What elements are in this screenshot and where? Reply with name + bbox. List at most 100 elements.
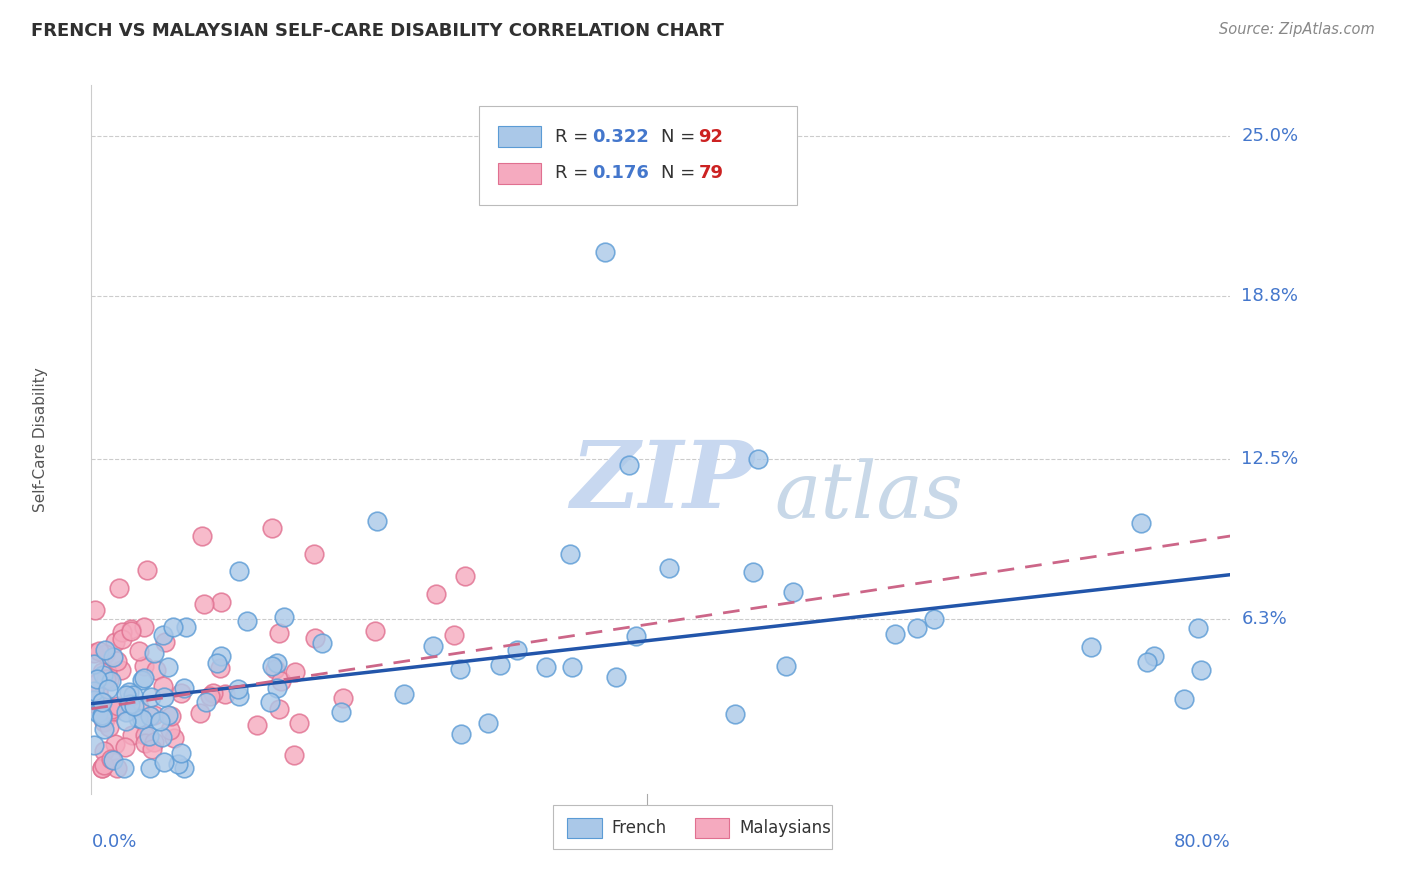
Point bbox=[193, 598, 215, 612]
Point bbox=[775, 659, 797, 673]
Point bbox=[120, 622, 142, 636]
Point bbox=[136, 562, 159, 576]
Point bbox=[83, 684, 105, 698]
Point bbox=[170, 686, 193, 700]
Point bbox=[101, 701, 124, 715]
Point bbox=[170, 747, 193, 761]
Point bbox=[134, 735, 156, 749]
Point bbox=[127, 711, 149, 725]
Point bbox=[283, 748, 305, 763]
Point bbox=[118, 684, 141, 698]
Point bbox=[392, 687, 415, 701]
Point bbox=[128, 644, 150, 658]
Text: N =: N = bbox=[661, 164, 700, 182]
Text: Malaysians: Malaysians bbox=[740, 819, 831, 837]
Point bbox=[134, 728, 156, 742]
Point bbox=[228, 689, 250, 703]
Point bbox=[624, 629, 647, 643]
Point bbox=[86, 673, 108, 687]
Point bbox=[194, 695, 217, 709]
Point bbox=[86, 684, 108, 698]
Point bbox=[141, 741, 163, 756]
Point bbox=[100, 751, 122, 765]
Point bbox=[152, 755, 174, 769]
Point bbox=[152, 679, 174, 693]
Point bbox=[122, 698, 145, 713]
Point bbox=[112, 761, 135, 775]
Point bbox=[1080, 640, 1102, 655]
Point bbox=[617, 458, 640, 473]
Point bbox=[246, 718, 269, 732]
Point bbox=[115, 688, 138, 702]
Point bbox=[157, 707, 180, 722]
Text: 92: 92 bbox=[699, 128, 724, 145]
Point bbox=[105, 761, 128, 775]
Text: Self-Care Disability: Self-Care Disability bbox=[32, 367, 48, 512]
Point bbox=[93, 757, 115, 772]
Point bbox=[139, 761, 162, 775]
Point bbox=[90, 708, 112, 723]
Point bbox=[593, 245, 616, 260]
Point bbox=[83, 646, 105, 660]
Point bbox=[98, 720, 121, 734]
Point bbox=[97, 682, 120, 697]
Point bbox=[108, 581, 131, 595]
FancyBboxPatch shape bbox=[553, 805, 831, 849]
Point bbox=[425, 586, 447, 600]
Point bbox=[269, 702, 291, 716]
Point bbox=[905, 621, 928, 635]
Point bbox=[201, 686, 224, 700]
Point bbox=[138, 729, 160, 743]
Point bbox=[93, 722, 115, 736]
Point bbox=[561, 660, 583, 674]
Point bbox=[107, 698, 129, 713]
Text: ZIP: ZIP bbox=[569, 437, 754, 527]
Point bbox=[89, 644, 111, 658]
Point bbox=[94, 710, 117, 724]
Point bbox=[266, 656, 288, 670]
Point bbox=[205, 657, 228, 671]
Point bbox=[311, 636, 333, 650]
Point bbox=[122, 688, 145, 702]
Point bbox=[103, 634, 125, 648]
Text: 79: 79 bbox=[699, 164, 724, 182]
Point bbox=[724, 706, 747, 721]
Point bbox=[152, 628, 174, 642]
Point bbox=[83, 657, 105, 672]
Text: R =: R = bbox=[555, 128, 593, 145]
Point bbox=[100, 674, 122, 689]
Point bbox=[86, 676, 108, 690]
Text: French: French bbox=[612, 819, 666, 837]
Point bbox=[83, 696, 105, 710]
Text: 0.176: 0.176 bbox=[592, 164, 650, 182]
Point bbox=[93, 714, 115, 729]
Point bbox=[273, 610, 295, 624]
Point bbox=[110, 663, 132, 677]
Point bbox=[153, 690, 176, 705]
Point bbox=[162, 620, 184, 634]
Point bbox=[330, 705, 353, 719]
Point bbox=[159, 723, 181, 737]
Point bbox=[131, 673, 153, 687]
Point bbox=[128, 699, 150, 714]
Text: 0.0%: 0.0% bbox=[91, 833, 136, 851]
Point bbox=[115, 705, 138, 719]
Point bbox=[284, 665, 307, 679]
Point bbox=[209, 648, 232, 663]
Text: 18.8%: 18.8% bbox=[1241, 287, 1298, 305]
Point bbox=[174, 619, 197, 633]
Point bbox=[270, 673, 292, 688]
Point bbox=[101, 753, 124, 767]
Point bbox=[103, 649, 125, 664]
Point bbox=[1173, 691, 1195, 706]
Text: FRENCH VS MALAYSIAN SELF-CARE DISABILITY CORRELATION CHART: FRENCH VS MALAYSIAN SELF-CARE DISABILITY… bbox=[31, 22, 724, 40]
Point bbox=[111, 624, 134, 639]
Point bbox=[159, 709, 181, 723]
Point bbox=[366, 514, 388, 528]
Point bbox=[558, 547, 581, 561]
Point bbox=[104, 737, 127, 751]
Point bbox=[454, 569, 477, 583]
Point bbox=[153, 634, 176, 648]
Point bbox=[1130, 516, 1153, 531]
Point bbox=[91, 761, 114, 775]
